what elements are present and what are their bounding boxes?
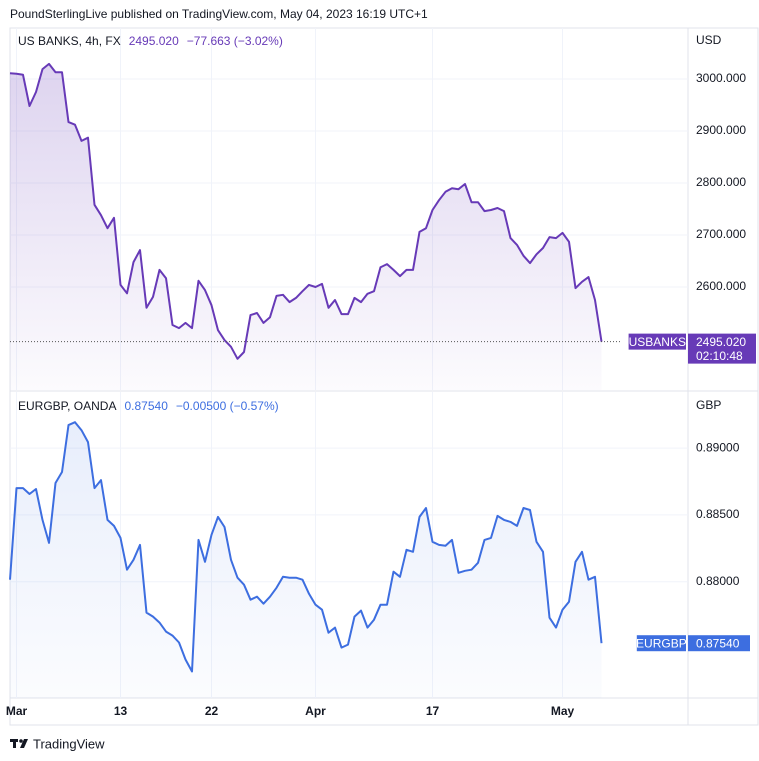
footer: TradingView	[33, 736, 105, 751]
change: −77.663 (−3.02%)	[187, 34, 283, 48]
y-tick-label: 2900.000	[696, 123, 746, 137]
x-tick-label: 22	[205, 704, 219, 718]
series-tag-label: EURGBP	[636, 636, 687, 650]
y-tick-label: 0.88500	[696, 507, 740, 521]
x-tick-label: 17	[426, 704, 440, 718]
y-tick-label: 3000.000	[696, 71, 746, 85]
price-tag-label: 0.87540	[696, 636, 740, 650]
area	[10, 63, 602, 391]
series-tag	[628, 333, 686, 350]
series-tag-label: USBANKS	[629, 335, 686, 349]
y-tick-label: 2700.000	[696, 227, 746, 241]
x-tick-label: 13	[114, 704, 128, 718]
price-tag	[688, 635, 750, 652]
countdown: 02:10:48	[696, 349, 743, 363]
legend: EURGBP, OANDA 0.87540 −0.00500 (−0.57%)	[18, 399, 279, 413]
y-tick-label: 0.89000	[696, 440, 740, 454]
header: PoundSterlingLive published on TradingVi…	[10, 7, 428, 21]
last-value: 2495.020	[129, 34, 179, 48]
chart-title: EURGBP, OANDA	[18, 399, 116, 413]
x-tick-label: Apr	[305, 704, 326, 718]
logo	[10, 739, 28, 748]
axis-unit: GBP	[696, 398, 721, 412]
x-tick-label: Mar	[6, 704, 28, 718]
axis-unit: USD	[696, 33, 722, 47]
price-tag	[688, 333, 756, 364]
price-tag-label: 2495.020	[696, 335, 746, 349]
y-tick-label: 2600.000	[696, 279, 746, 293]
last-value: 0.87540	[124, 399, 168, 413]
chart-title: US BANKS, 4h, FX	[18, 34, 121, 48]
line	[9, 62, 603, 360]
series-tag	[636, 635, 686, 652]
legend: US BANKS, 4h, FX 2495.020 −77.663 (−3.02%)	[18, 34, 283, 48]
y-tick-label: 0.88000	[696, 574, 740, 588]
area	[10, 422, 602, 698]
line	[9, 421, 603, 673]
x-tick-label: May	[551, 704, 575, 718]
change: −0.00500 (−0.57%)	[176, 399, 279, 413]
y-tick-label: 2800.000	[696, 175, 746, 189]
